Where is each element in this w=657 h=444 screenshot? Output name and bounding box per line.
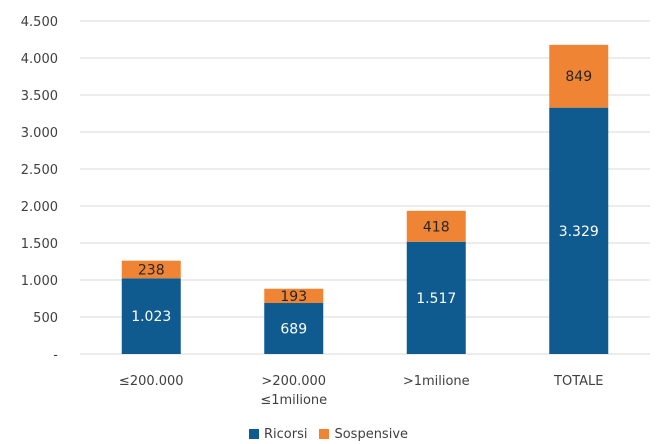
legend-label-sospensive: Sospensive [334,426,409,442]
data-label: 3.329 [559,224,599,240]
legend-swatch-sospensive [319,429,330,439]
bar-ricorsi [264,303,324,354]
bar-ricorsi [549,107,609,355]
stacked-bar-chart: - 500 1.000 1.500 2.000 2.500 3.000 3.500 4.000 4… [21,15,650,408]
bar-sospensive [406,210,466,242]
x-category-label: TOTALE [553,374,603,389]
bar-sospensive [121,260,181,279]
y-tick-label: 3.000 [21,126,58,141]
x-axis-categories: ≤200.000 >200.000 ≤1milione >1milione TOTALE [119,374,604,408]
legend-item-ricorsi: Ricorsi [248,426,308,442]
bar-ricorsi [406,241,466,354]
legend-item-sospensive: Sospensive [319,427,408,442]
data-label: 849 [565,69,592,85]
y-tick-label: 1.000 [21,274,58,289]
bar-sospensive [264,288,324,304]
data-label: 193 [280,289,307,305]
bars: 1.023 238 689 193 1.517 418 3.329 849 [121,44,609,355]
y-tick-label: 500 [33,311,58,326]
data-label: 1.023 [131,309,171,325]
x-category-label: >1milione [403,374,470,389]
y-tick-label: 4.500 [21,15,58,30]
y-tick-label: 2.500 [21,163,58,178]
y-tick-label: 4.000 [21,52,58,67]
y-tick-label: 1.500 [21,237,58,252]
y-tick-label: 3.500 [21,89,58,104]
y-tick-label: - [53,348,58,363]
data-label: 1.517 [416,291,456,307]
x-category-label: ≤1milione [260,393,327,408]
y-tick-label: 2.000 [21,200,58,215]
data-label: 689 [280,322,307,338]
data-label: 238 [138,262,165,278]
legend-label-ricorsi: Ricorsi [263,426,308,442]
bar-sospensive [549,44,609,108]
legend: Ricorsi Sospensive [0,424,657,444]
x-category-label: ≤200.000 [119,374,184,389]
x-category-label: >200.000 [261,374,326,389]
bar-ricorsi [121,278,181,354]
y-axis-ticks: - 500 1.000 1.500 2.000 2.500 3.000 3.500 4.000 4… [21,15,59,363]
legend-swatch-ricorsi [248,429,259,439]
data-label: 418 [423,219,450,235]
